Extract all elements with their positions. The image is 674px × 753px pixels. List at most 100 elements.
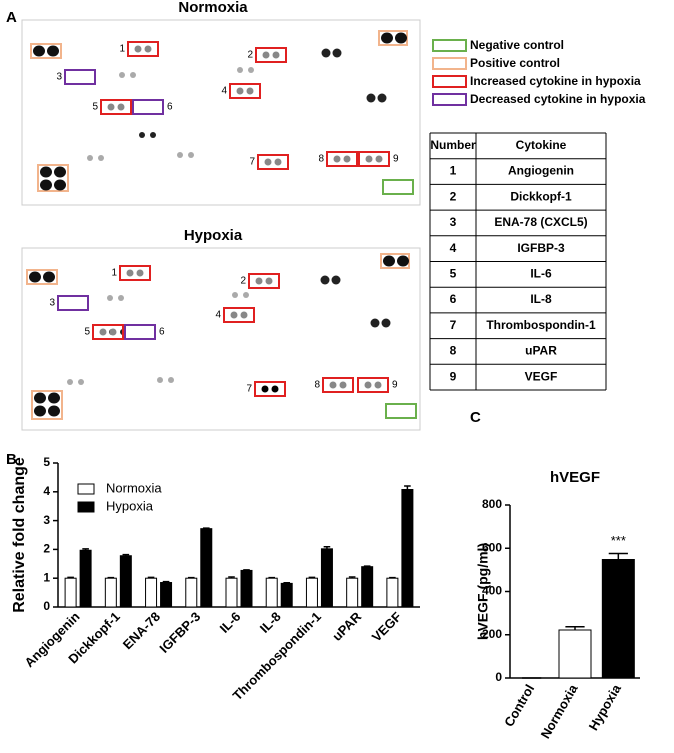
bar (386, 577, 399, 608)
error-bar (122, 553, 130, 556)
positive-control-box (26, 269, 58, 285)
spot (265, 277, 273, 285)
spot (139, 132, 145, 138)
error-bar (228, 576, 235, 579)
table-cell: 6 (450, 292, 457, 306)
table-cell: 4 (450, 241, 457, 255)
legend-swatch (432, 93, 467, 106)
spot-number: 6 (167, 102, 173, 113)
x-tick-label: uPAR (329, 609, 364, 644)
spot (119, 72, 125, 78)
spot-number: 2 (247, 50, 253, 61)
spot (126, 269, 134, 277)
spot (375, 155, 383, 163)
cytokine-box (119, 265, 151, 281)
cytokine-box (100, 99, 132, 115)
table-header: Number (430, 138, 476, 152)
annotation: *** (611, 533, 626, 548)
error-bar (323, 546, 331, 549)
table-cell: IGFBP-3 (517, 241, 565, 255)
bar (160, 582, 173, 608)
spot-number: 1 (111, 268, 117, 279)
spot (381, 318, 391, 328)
spot-number: 7 (246, 384, 252, 395)
spot-number: 3 (49, 298, 55, 309)
spot (381, 32, 393, 44)
x-tick-label: Control (501, 682, 537, 730)
spot (262, 51, 270, 59)
panel-label: B (6, 451, 17, 468)
positive-control-box (37, 164, 69, 192)
table-cell: 5 (450, 267, 457, 281)
spot (255, 277, 263, 285)
error-bar (268, 576, 276, 579)
spot (99, 328, 107, 336)
y-tick-label: 0 (43, 599, 50, 613)
cytokine-box (255, 47, 287, 63)
spot (150, 132, 156, 138)
legend-swatch (77, 483, 95, 495)
legend-label: Positive control (470, 56, 560, 70)
spot (374, 381, 382, 389)
error-bar (348, 576, 356, 579)
spot (261, 385, 269, 393)
x-tick-label: IL-8 (257, 609, 284, 636)
spot (321, 48, 331, 58)
error-bar (363, 565, 371, 567)
spot (107, 103, 115, 111)
error-bar (243, 569, 250, 571)
spot (343, 155, 351, 163)
cytokine-box (92, 324, 124, 340)
spot (107, 295, 113, 301)
y-axis-label: Relative fold change (11, 457, 28, 613)
spot (329, 381, 337, 389)
table-cell: VEGF (525, 369, 558, 383)
spot (230, 311, 238, 319)
spot-number: 9 (393, 154, 399, 165)
error-bar (404, 485, 411, 490)
spot (236, 87, 244, 95)
cytokine-box (57, 295, 89, 311)
spot (134, 45, 142, 53)
y-tick-label: 2 (43, 542, 50, 556)
legend-label: Decreased cytokine in hypoxia (470, 92, 646, 106)
cytokine-box (248, 273, 280, 289)
error-bar (107, 576, 115, 579)
table-cell: Angiogenin (508, 164, 574, 178)
spot (274, 158, 282, 166)
table-cell: Dickkopf-1 (510, 189, 572, 203)
legend-swatch (77, 501, 95, 513)
error-bar (608, 552, 628, 560)
spot (248, 67, 254, 73)
spot-number: 8 (314, 380, 320, 391)
x-tick-label: VEGF (369, 609, 405, 645)
error-bar (187, 576, 195, 579)
spot-number: 8 (318, 154, 324, 165)
error-bar (308, 576, 316, 579)
legend-swatch (432, 39, 467, 52)
spot (87, 155, 93, 161)
cytokine-box (132, 99, 164, 115)
spot (144, 45, 152, 53)
y-tick-label: 5 (43, 455, 50, 469)
spot (377, 93, 387, 103)
error-bar (283, 582, 291, 584)
spot-number: 4 (215, 310, 221, 321)
bar (305, 577, 318, 608)
spot (34, 392, 46, 404)
spot (168, 377, 174, 383)
chart-title: hVEGF (550, 469, 600, 486)
table-cell: 8 (450, 344, 457, 358)
x-tick-label: IGFBP-3 (156, 609, 203, 656)
spot-number: 3 (56, 72, 62, 83)
bar (346, 577, 359, 608)
cytokine-box (223, 307, 255, 323)
spot (40, 166, 52, 178)
table-cell: uPAR (525, 344, 557, 358)
spot (271, 385, 279, 393)
cytokine-box (124, 324, 156, 340)
table-header: Cytokine (516, 138, 567, 152)
error-bar (82, 548, 89, 551)
spot (320, 275, 330, 285)
